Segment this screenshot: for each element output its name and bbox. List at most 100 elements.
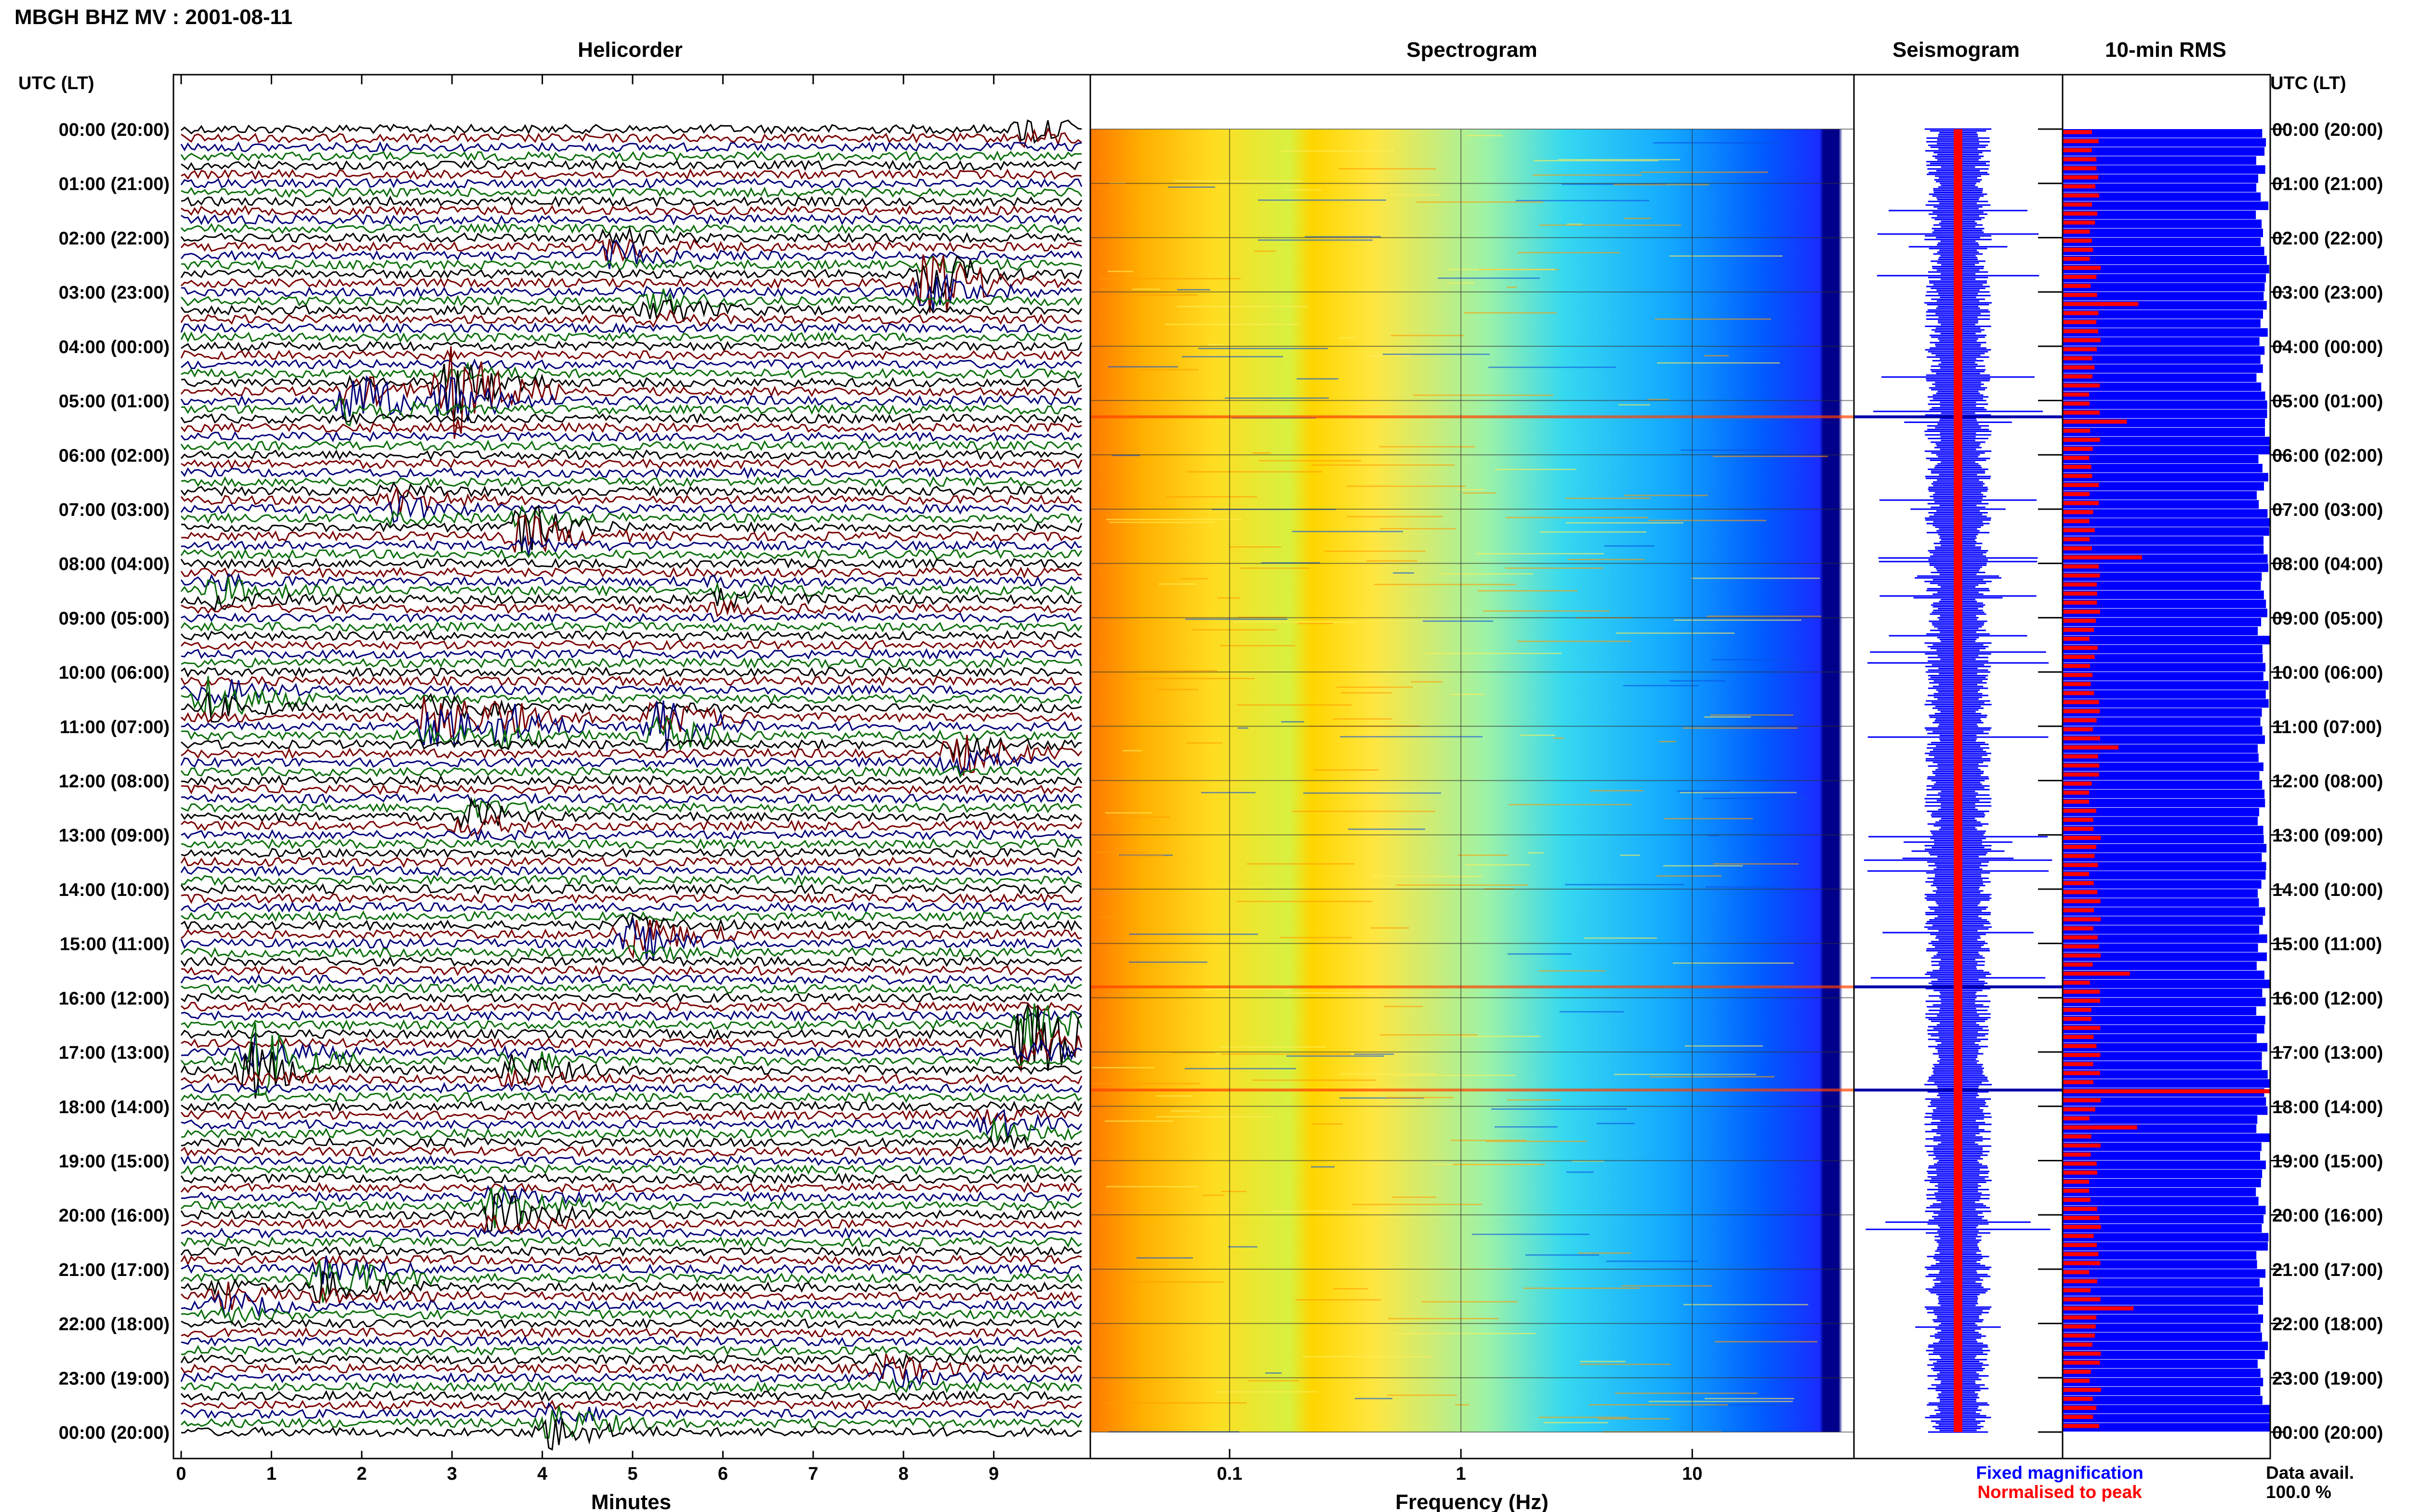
rms-normalised-bar (2063, 275, 2097, 279)
helicorder-x-label: Minutes (591, 1490, 671, 1512)
rms-normalised-bar (2063, 175, 2098, 180)
spectrogram-streak (1129, 933, 1258, 935)
spectrogram-streak (1589, 1404, 1728, 1406)
spectrogram-streak (1578, 1252, 1631, 1254)
helicorder-trace (180, 239, 1083, 269)
rms-normalised-bar (2063, 1071, 2100, 1076)
rms-fixed-bar (2063, 581, 2261, 590)
rms-fixed-bar (2063, 292, 2264, 301)
rms-normalised-bar (2063, 691, 2094, 696)
time-label-left: 23:00 (19:00) (59, 1368, 170, 1389)
rms-normalised-bar (2063, 1279, 2097, 1284)
seismogram-panel (1854, 128, 2062, 1433)
spectrogram-streak (1182, 356, 1283, 357)
time-label-right: 15:00 (11:00) (2272, 934, 2382, 955)
rms-normalised-bar (2063, 935, 2098, 940)
spectrogram-streak (1339, 337, 1356, 339)
rms-fixed-bar (2063, 563, 2268, 572)
rms-fixed-bar (2063, 346, 2265, 355)
rms-normalised-bar (2063, 1388, 2101, 1392)
rms-fixed-bar (2063, 599, 2266, 608)
spectrogram-streak (1708, 835, 1719, 836)
rms-fixed-bar (2063, 880, 2262, 889)
spectrogram-streak (1567, 559, 1644, 560)
rms-normalised-bar (2063, 1170, 2097, 1175)
helicorder-trace (180, 639, 1082, 651)
spectrogram-streak (1606, 1261, 1698, 1262)
rms-normalised-bar (2063, 1116, 2090, 1120)
rms-normalised-bar (2063, 899, 2101, 904)
rms-fixed-bar (2063, 988, 2263, 998)
helicorder-trace (180, 621, 1083, 633)
spectrogram-streak (1228, 1246, 1257, 1248)
rms-normalised-bar (2063, 872, 2089, 876)
rms-fixed-bar (2063, 934, 2267, 943)
spectrogram-streak (1655, 318, 1771, 320)
rms-frame (2062, 74, 2271, 1459)
rms-normalised-bar (2063, 664, 2090, 668)
rms-normalised-bar (2063, 1098, 2101, 1103)
spectrogram-streak (1455, 1404, 1469, 1406)
spectrogram-streak (1426, 653, 1562, 654)
helicorder-title: Helicorder (578, 38, 683, 62)
rms-normalised-bar (2063, 573, 2100, 578)
spectrogram-streak (1355, 1398, 1392, 1399)
helicorder-trace (181, 458, 1083, 470)
helicorder-trace (181, 1184, 1083, 1209)
spectrogram-streak (1683, 727, 1798, 729)
rms-normalised-bar (2063, 863, 2098, 868)
time-label-left: 19:00 (15:00) (59, 1151, 170, 1171)
rms-fixed-bar (2063, 789, 2265, 799)
rms-fixed-bar (2063, 446, 2270, 455)
time-label-right: 12:00 (08:00) (2272, 772, 2383, 792)
rms-normalised-bar (2063, 473, 2092, 478)
spectrogram-streak (1208, 344, 1223, 345)
spectrogram-streak (1286, 1055, 1384, 1057)
helicorder-trace (180, 1041, 1082, 1099)
rms-normalised-bar (2063, 1062, 2093, 1066)
spectrogram-streak (1106, 519, 1242, 520)
rms-normalised-bar (2063, 501, 2099, 505)
spectrogram-streak (1370, 927, 1409, 929)
spectrogram-streak (1156, 689, 1198, 690)
rms-fixed-bar (2063, 192, 2261, 201)
rms-normalised-bar (2063, 1008, 2091, 1012)
helicorder-trace (180, 150, 1082, 162)
spectrogram-streak (1181, 578, 1208, 579)
rms-fixed-bar (2063, 427, 2265, 436)
helicorder-trace (180, 1155, 1082, 1167)
helicorder-trace (181, 1108, 1083, 1138)
rms-normalised-bar (2063, 311, 2099, 316)
helicorder-x-tick-label: 5 (627, 1464, 637, 1484)
helicorder-trace (181, 1069, 1083, 1089)
spectrogram-streak (1685, 1045, 1763, 1047)
spectrogram-streak (1177, 306, 1308, 307)
helicorder-trace (181, 992, 1082, 1003)
spectrogram-streak (1218, 597, 1240, 599)
rms-fixed-bar (2063, 219, 2262, 228)
helicorder-trace (180, 1245, 1082, 1257)
rms-fixed-bar (2063, 635, 2270, 644)
spectrogram-streak (1311, 464, 1455, 466)
helicorder-trace (180, 481, 1082, 499)
helicorder-trace (181, 598, 1082, 618)
spectrogram-streak (1237, 901, 1373, 902)
helicorder-trace (181, 1082, 1083, 1094)
rms-fixed-bar (2063, 672, 2263, 681)
time-label-left: 03:00 (23:00) (59, 283, 170, 303)
rms-fixed-bar (2063, 1368, 2261, 1378)
rms-fixed-bar (2063, 690, 2266, 699)
spectrogram-streak (1641, 171, 1768, 173)
rms-normalised-bar (2063, 238, 2092, 243)
spectrogram-streak (1092, 1067, 1154, 1068)
helicorder-trace (180, 856, 1082, 868)
helicorder-trace (180, 917, 1083, 960)
rms-fixed-bar (2063, 237, 2261, 247)
time-label-right: 16:00 (12:00) (2272, 988, 2383, 1009)
rms-normalised-bar (2063, 1143, 2101, 1148)
rms-fixed-bar (2063, 455, 2259, 464)
rms-fixed-bar (2063, 699, 2269, 708)
spectrogram-streak (1505, 567, 1603, 569)
helicorder-trace (181, 657, 1083, 669)
